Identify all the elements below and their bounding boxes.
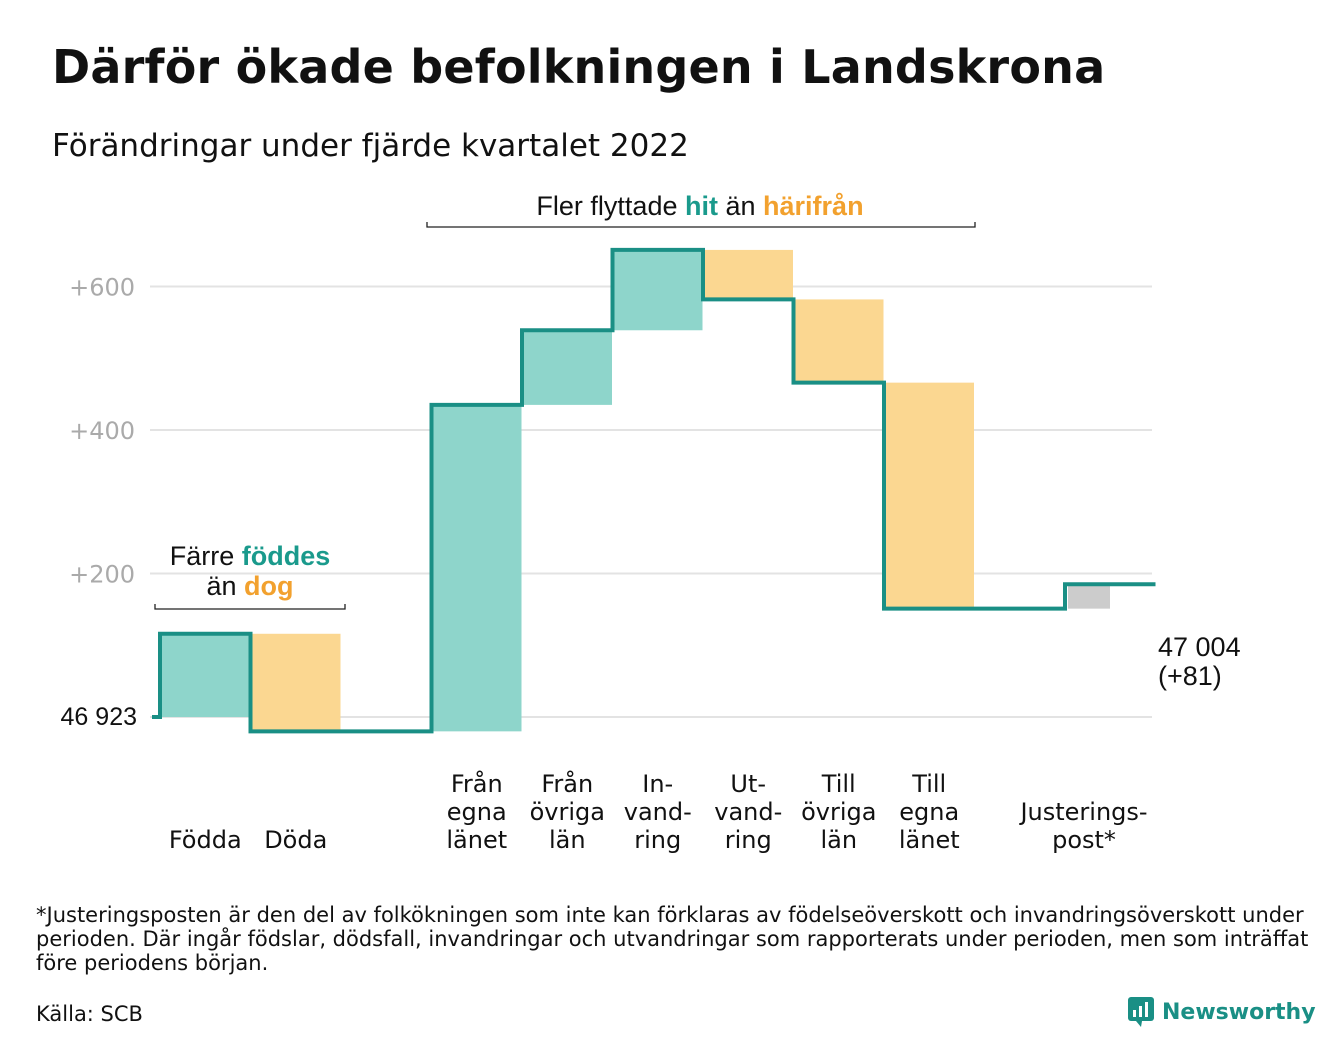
migration-annotation: Fler flyttade hit än härifrån [536, 191, 863, 221]
category-label: ring [634, 826, 681, 854]
category-label: län [820, 826, 857, 854]
births-annotation-line2: än dog [206, 571, 293, 601]
bar-justeringspost- [1068, 584, 1110, 609]
category-label: Justerings- [1018, 798, 1147, 826]
category-label: Från [541, 769, 593, 798]
bar-från-övriga-län [522, 330, 612, 405]
bar-invandring [612, 249, 703, 331]
category-label: Till [911, 770, 946, 798]
migration-bracket [426, 222, 976, 228]
category-label: övriga [801, 798, 876, 826]
bar-utvandring [703, 249, 793, 300]
newsworthy-icon [1128, 997, 1154, 1027]
chart-subtitle: Förändringar under fjärde kvartalet 2022 [52, 128, 689, 164]
brand-name: Newsworthy [1162, 999, 1316, 1025]
bar-från-egna-länet [431, 404, 522, 732]
y-tick-label: +400 [69, 417, 135, 445]
chart-title: Därför ökade befolkningen i Landskrona [52, 40, 1106, 94]
category-label: egna [447, 798, 507, 826]
footnote: *Justeringsposten är den del av folkökni… [36, 903, 1309, 975]
category-label: Från [451, 769, 503, 798]
category-label: länet [446, 826, 507, 854]
category-label: egna [899, 798, 959, 826]
end-change-label: (+81) [1158, 661, 1222, 691]
category-label: län [549, 826, 586, 854]
end-value-label: 47 004 [1158, 632, 1241, 662]
births-bracket [154, 604, 346, 610]
cumulative-step-line [152, 247, 1156, 734]
bar-döda [250, 633, 341, 732]
y-tick-label: +200 [69, 561, 135, 589]
bar-till-egna-länet [884, 382, 974, 609]
category-label: Födda [169, 826, 242, 854]
source-text: Källa: SCB [36, 1002, 143, 1026]
category-label: Till [821, 770, 856, 798]
category-label: övriga [530, 798, 605, 826]
y-tick-label: +600 [69, 274, 135, 302]
category-label: post* [1052, 826, 1116, 854]
category-label: In- [642, 770, 673, 798]
category-label: vand- [714, 798, 782, 826]
bar-födda [160, 633, 250, 717]
births-annotation-line1: Färre föddes [170, 541, 331, 571]
brand-logo[interactable]: Newsworthy [1128, 997, 1316, 1027]
category-label: ring [725, 826, 772, 854]
category-label: Ut- [730, 770, 766, 798]
category-label: Döda [264, 826, 327, 854]
category-label: vand- [624, 798, 692, 826]
start-value-label: 46 923 [61, 703, 137, 731]
bar-till-övriga-län [793, 299, 884, 383]
category-label: länet [899, 826, 960, 854]
